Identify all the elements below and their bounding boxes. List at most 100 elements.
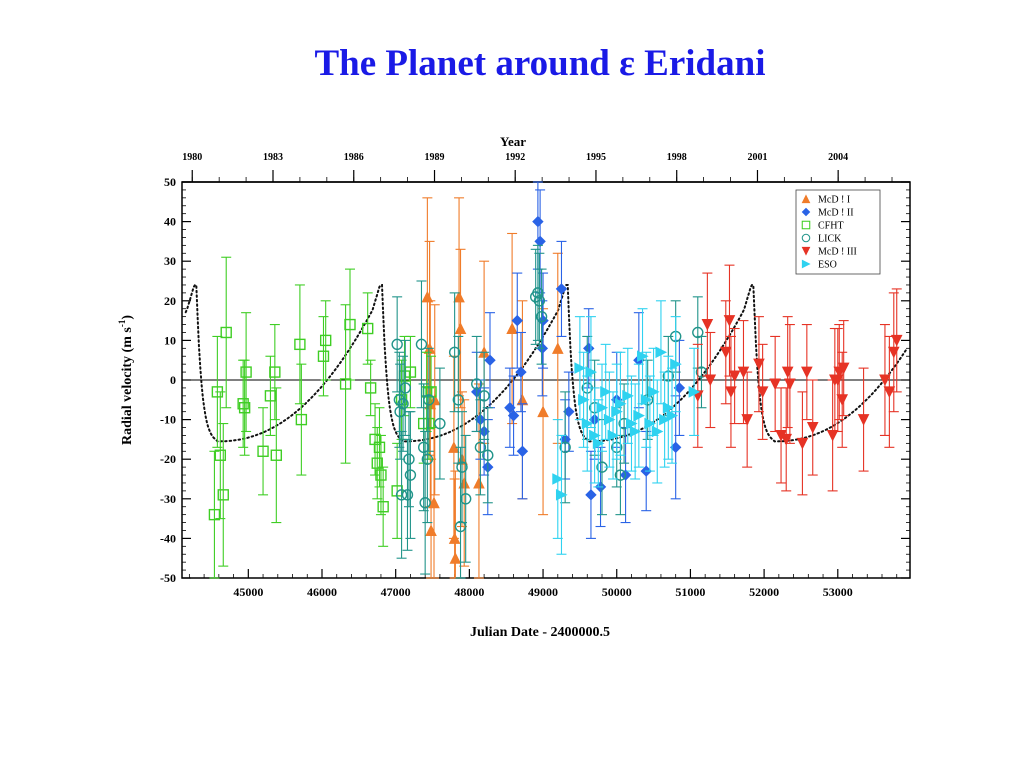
orbit-fit-curve xyxy=(184,284,907,443)
point-marker xyxy=(614,397,627,410)
point-marker xyxy=(434,417,446,430)
point-marker xyxy=(532,215,544,228)
point-marker xyxy=(415,338,428,351)
point-marker xyxy=(887,346,900,359)
data-points xyxy=(208,181,903,579)
y-tick-label: -50 xyxy=(160,571,176,585)
point-marker xyxy=(753,358,765,371)
y-tick-label: 40 xyxy=(164,215,176,229)
point-marker xyxy=(806,422,819,434)
point-marker xyxy=(377,501,389,513)
point-marker xyxy=(428,496,440,509)
legend-marker xyxy=(801,259,811,269)
point-marker xyxy=(238,402,251,414)
year-tick-label: 1992 xyxy=(505,152,525,163)
point-marker xyxy=(622,390,634,402)
point-marker xyxy=(688,386,701,398)
point-marker xyxy=(640,393,653,406)
point-marker xyxy=(404,469,417,481)
year-tick-label: 1998 xyxy=(667,152,687,163)
legend-marker xyxy=(801,207,811,217)
point-marker xyxy=(695,366,708,378)
point-marker xyxy=(269,366,281,378)
point-marker xyxy=(478,390,490,402)
point-marker xyxy=(741,414,753,426)
point-marker xyxy=(596,401,609,414)
point-marker xyxy=(769,378,781,391)
point-marker xyxy=(425,524,437,536)
point-marker xyxy=(701,319,714,331)
series-mcd-iii xyxy=(691,264,903,496)
point-marker xyxy=(581,417,594,430)
point-marker xyxy=(423,394,435,406)
x-tick-label: 52000 xyxy=(749,585,779,599)
y-tick-label: 50 xyxy=(164,175,176,189)
point-marker xyxy=(585,366,598,378)
point-marker xyxy=(890,334,903,347)
point-marker xyxy=(484,354,496,366)
y-tick-label: -30 xyxy=(160,492,176,506)
point-marker xyxy=(425,386,437,398)
point-marker xyxy=(796,437,809,450)
point-marker xyxy=(578,393,590,406)
point-marker xyxy=(600,386,612,398)
year-tick-label: 1983 xyxy=(263,152,283,163)
orbit-fit-path xyxy=(184,284,907,443)
y-axis-label: Radial velocity (m s-1) xyxy=(117,315,135,445)
point-marker xyxy=(344,318,356,331)
point-marker xyxy=(607,429,620,442)
y-tick-label: -10 xyxy=(160,413,176,427)
point-marker xyxy=(535,310,548,323)
point-marker xyxy=(482,449,494,461)
x-tick-label: 53000 xyxy=(823,585,853,599)
point-marker xyxy=(589,429,601,442)
point-marker xyxy=(781,366,794,379)
point-marker xyxy=(534,235,546,248)
point-marker xyxy=(375,469,387,481)
point-marker xyxy=(692,326,704,339)
point-marker xyxy=(397,398,409,410)
point-marker xyxy=(264,390,277,402)
point-marker xyxy=(603,413,616,426)
x-tick-label: 46000 xyxy=(307,585,337,599)
point-marker xyxy=(449,552,462,564)
legend: McD ! I McD ! II CFHT LICK McD ! III ESO xyxy=(795,189,881,275)
point-marker xyxy=(448,346,461,358)
x-tick-label: 47000 xyxy=(381,585,411,599)
point-marker xyxy=(784,378,796,391)
point-marker xyxy=(725,386,737,398)
point-marker xyxy=(836,394,849,406)
point-marker xyxy=(217,489,229,501)
point-marker xyxy=(662,401,675,414)
point-marker xyxy=(857,414,870,426)
year-tick-label: 1986 xyxy=(344,152,364,163)
series-eso xyxy=(552,300,701,555)
point-marker xyxy=(319,334,332,347)
point-marker xyxy=(393,394,406,406)
point-marker xyxy=(633,409,645,422)
point-marker xyxy=(401,489,414,501)
point-marker xyxy=(421,453,434,465)
x-tick-label: 51000 xyxy=(675,585,705,599)
x-axis-label: Julian Date - 2400000.5 xyxy=(470,625,610,640)
point-marker xyxy=(555,489,568,501)
point-marker xyxy=(471,378,483,390)
y-tick-label: -40 xyxy=(160,531,176,545)
year-tick-label: 1995 xyxy=(586,152,606,163)
point-marker xyxy=(294,338,306,351)
point-marker xyxy=(559,441,571,454)
point-marker xyxy=(625,417,638,430)
point-marker xyxy=(719,346,732,359)
legend-marker xyxy=(801,246,811,256)
point-marker xyxy=(395,489,408,501)
point-marker xyxy=(659,413,671,426)
legend-marker xyxy=(801,220,811,230)
point-marker xyxy=(474,441,487,454)
point-marker xyxy=(648,386,660,398)
legend-label: CFHT xyxy=(818,221,844,232)
point-marker xyxy=(452,394,465,406)
legend-label: McD ! III xyxy=(818,247,857,258)
point-marker xyxy=(428,393,441,406)
point-marker xyxy=(552,473,564,485)
